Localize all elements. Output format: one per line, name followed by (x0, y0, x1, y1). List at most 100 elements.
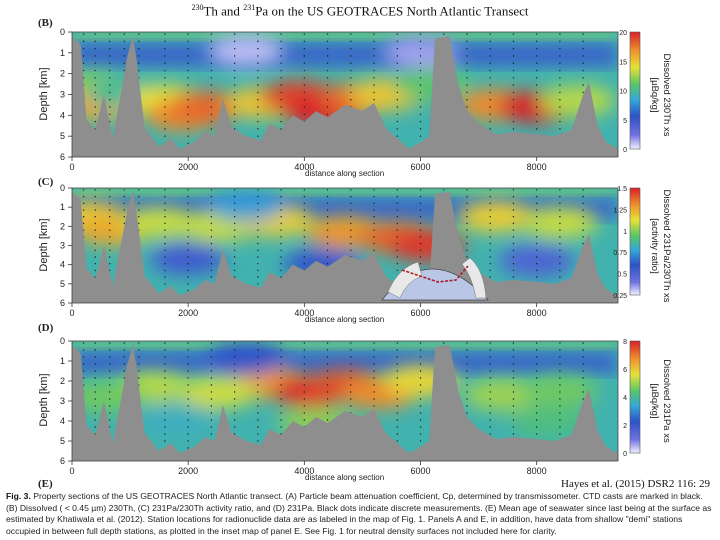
sample-dot (535, 216, 538, 218)
sample-dot (94, 363, 96, 365)
sample-dot (396, 99, 398, 101)
colorbar-tick-label: 1 (623, 229, 627, 236)
sample-dot (280, 391, 282, 393)
sample-dot (233, 222, 236, 225)
sample-dot (535, 47, 538, 50)
sample-dot (94, 384, 96, 386)
sample-dot (396, 135, 398, 137)
sample-dot (210, 236, 213, 238)
heatmap-cell (208, 343, 285, 375)
sample-dot (138, 363, 140, 365)
sample-dot (303, 40, 306, 43)
colorbar-tick-label: 0.25 (613, 293, 627, 300)
sample-dot (396, 342, 398, 344)
colorbar-tick-label: 1.25 (613, 207, 627, 214)
sample-dot (559, 84, 561, 86)
sample-dot (210, 363, 213, 365)
colorbar-label: Dissolved 231Pa xs [µBq/kg] (649, 359, 672, 443)
sample-dot (396, 195, 398, 198)
sample-dot (257, 419, 259, 421)
sample-dot (210, 120, 213, 123)
heatmap-field (72, 188, 618, 303)
sample-dot (396, 433, 398, 435)
sample-dot (489, 216, 491, 218)
y-tick-label: 5 (60, 131, 65, 141)
sample-dot (257, 84, 259, 86)
sample-dot (396, 363, 398, 365)
sample-dot (582, 91, 584, 94)
sample-dot (350, 377, 352, 379)
sample-dot (535, 377, 538, 379)
x-tick-label: 4000 (294, 466, 314, 476)
sample-dot (582, 195, 584, 198)
y-axis-label: Depth [km] (38, 373, 50, 427)
sample-dot (187, 135, 189, 137)
sample-dot (257, 91, 259, 94)
sample-dot (187, 433, 189, 435)
sample-dot (326, 84, 329, 86)
heatmap-cell (179, 377, 256, 409)
sample-dot (94, 236, 96, 238)
sample-dot (326, 249, 329, 251)
sample-dot (419, 349, 422, 351)
sample-dot (280, 222, 282, 225)
sample-dot (396, 189, 398, 191)
sample-dot (210, 356, 213, 358)
sample-dot (280, 120, 282, 123)
y-tick-label: 6 (60, 152, 65, 162)
sample-dot (82, 209, 85, 211)
sample-dot (303, 398, 306, 400)
sample-dot (164, 99, 166, 101)
sample-dot (210, 195, 213, 198)
sample-dot (512, 47, 515, 50)
sample-dot (138, 69, 140, 72)
sample-dot (396, 249, 398, 251)
sample-dot (303, 384, 306, 386)
sample-dot (187, 222, 189, 225)
sample-dot (326, 77, 329, 79)
sample-dot (489, 209, 491, 211)
sample-dot (512, 33, 515, 35)
colorbar-tick-label: 2 (623, 423, 627, 430)
y-tick-label: 4 (60, 260, 65, 270)
sample-dot (373, 40, 375, 43)
sample-dot (94, 419, 96, 421)
sample-dot (280, 91, 282, 94)
sample-dot (419, 263, 422, 265)
sample-dot (233, 209, 236, 211)
sample-dot (94, 356, 96, 358)
sample-dot (109, 370, 111, 372)
sample-dot (109, 209, 111, 211)
sample-dot (396, 349, 398, 351)
y-tick-label: 1 (60, 356, 65, 366)
sample-dot (303, 55, 306, 57)
panel-label-e: (E) (38, 478, 53, 490)
sample-dot (138, 349, 140, 351)
sample-dot (257, 263, 259, 265)
sample-dot (419, 398, 422, 400)
sample-dot (489, 33, 491, 35)
sample-dot (419, 419, 422, 421)
sample-dot (303, 391, 306, 393)
sample-dot (535, 113, 538, 115)
sample-dot (210, 433, 213, 435)
sample-dot (109, 69, 111, 72)
sample-dot (489, 55, 491, 57)
sample-dot (280, 363, 282, 365)
y-axis-label: Depth [km] (38, 217, 50, 272)
heatmap-cell (138, 403, 215, 435)
sample-dot (396, 370, 398, 372)
sample-dot (233, 47, 236, 50)
sample-dot (280, 377, 282, 379)
sample-dot (582, 229, 584, 231)
sample-dot (164, 189, 166, 191)
sample-dot (303, 222, 306, 225)
sample-dot (535, 242, 538, 245)
sample-dot (559, 77, 561, 79)
sample-dot (94, 349, 96, 351)
sample-dot (582, 202, 584, 205)
sample-dot (257, 69, 259, 72)
sample-dot (512, 69, 515, 72)
sample-dot (512, 384, 515, 386)
sample-dot (535, 419, 538, 421)
